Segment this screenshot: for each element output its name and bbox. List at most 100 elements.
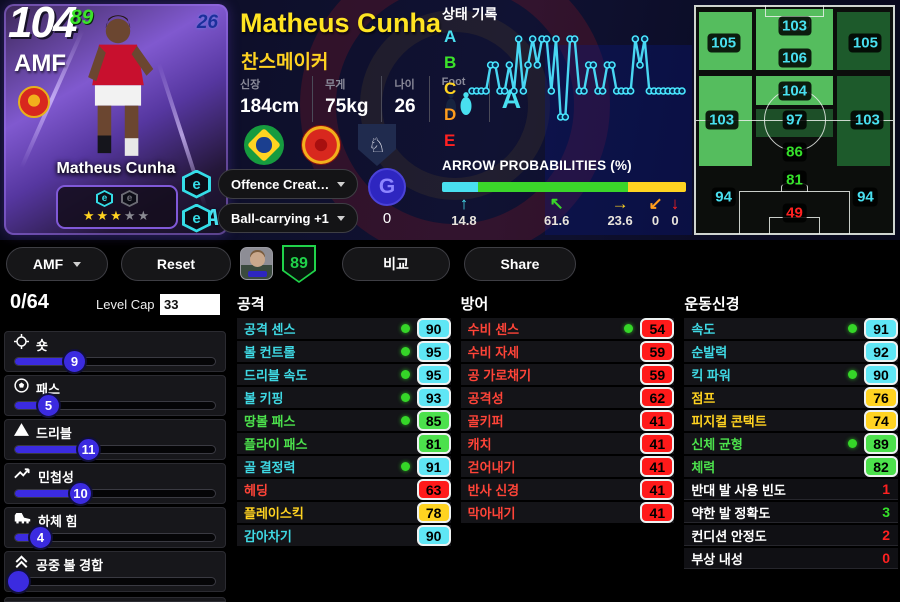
- card-overall-rating: 104: [8, 4, 77, 47]
- stat-row: 체력 82: [684, 456, 898, 477]
- stat-value-badge: 82: [864, 456, 898, 477]
- training-active-dot-icon: [400, 347, 410, 356]
- position-rating-node: 49: [782, 203, 807, 223]
- chevron-down-icon: [73, 261, 82, 267]
- stat-label: 볼 컨트롤: [244, 345, 296, 360]
- training-slider-track-pass[interactable]: 5: [14, 393, 216, 418]
- stat-row: 약한 발 정확도 3: [684, 502, 898, 523]
- training-slider-track-lower-body[interactable]: 4: [14, 525, 216, 550]
- coach-avatar[interactable]: [240, 247, 273, 280]
- training-slider-knob-aerial[interactable]: [6, 569, 31, 594]
- stat-row: 공격 센스 90: [237, 318, 451, 339]
- position-rating-node: 94: [711, 187, 736, 207]
- condition-level-A: A: [444, 27, 457, 46]
- player-card: 104 89 26 AMF Matheus Cunha e e ★★★★★ A: [4, 4, 228, 235]
- chevrons-up-icon: [14, 554, 29, 574]
- stat-row: 플라이 패스 81: [237, 433, 451, 454]
- training-slider-header: 민첩성: [14, 468, 216, 485]
- arrow-bar-segment-2: [628, 182, 686, 192]
- arrow-probability-item-3: ↙ 0: [648, 195, 662, 229]
- stat-value-badge: 62: [640, 387, 675, 408]
- stat-row: 수비 자세 59: [460, 341, 675, 362]
- card-player-name: Matheus Cunha: [56, 160, 176, 177]
- stat-value: 3: [882, 504, 890, 520]
- reset-button[interactable]: Reset: [121, 247, 231, 281]
- position-rating-node: 103: [705, 110, 739, 130]
- training-active-dot-icon: [400, 416, 410, 425]
- efootball-hex-icon: e: [182, 203, 211, 233]
- card-plaque: e e ★★★★★: [56, 185, 178, 229]
- stat-column-title: 방어: [460, 296, 489, 313]
- chevron-down-icon: [337, 181, 346, 187]
- training-slider-track-aerial[interactable]: [6, 569, 216, 594]
- stat-label: 신체 균형: [691, 437, 743, 452]
- compare-button[interactable]: 비교: [342, 247, 450, 281]
- stat-label: 공 가로채기: [467, 368, 532, 383]
- stat-value-badge: 93: [416, 387, 451, 408]
- condition-level-B: B: [444, 53, 457, 72]
- arrow-probability-item-2: → 23.6: [607, 195, 632, 229]
- nationality-club-league-row: ♘: [244, 124, 396, 166]
- card-skill-icon: e: [96, 190, 113, 207]
- stat-label: 플레이스킥: [244, 506, 304, 521]
- level-cap-input[interactable]: [160, 294, 220, 315]
- training-active-dot-icon: [624, 324, 634, 333]
- stat-value-badge: 89: [864, 433, 898, 454]
- position-rating-node: 105: [848, 33, 882, 53]
- stat-value-badge: 41: [640, 502, 675, 523]
- stat-label: 캐치: [467, 437, 492, 452]
- training-slider-header: 공중 볼 경합: [14, 554, 216, 574]
- training-slider-track-agility[interactable]: 10: [14, 481, 216, 506]
- training-sliders: 숏 9 패스 5 드리블 11 민첩성 10 하체 힘 4 공중 볼 경합: [4, 331, 226, 595]
- stat-label: 약한 발 정확도: [691, 505, 771, 521]
- training-slider-knob-lower-body[interactable]: 4: [28, 525, 53, 550]
- card-skill-icon-inactive: e: [121, 190, 138, 207]
- ball-icon: [14, 378, 29, 398]
- arrow-probability-item-4: ↓ 0: [671, 195, 680, 229]
- condition-level-C: C: [444, 79, 457, 98]
- training-slider-knob-pass[interactable]: 5: [36, 393, 61, 418]
- condition-arrow-icon: ↑: [459, 194, 469, 213]
- training-slider-track-shot[interactable]: 9: [14, 349, 216, 374]
- skill-dropdown-offence-creator[interactable]: Offence Creat…: [218, 169, 359, 199]
- stat-row: 피지컬 콘택트 74: [684, 410, 898, 431]
- stat-column-2: 운동신경 속도 91 순발력 92 킥 파워 90 점프 76 피지컬 콘택트 74 신체 균형 89 체…: [684, 294, 898, 571]
- height-info: 신장 184cm: [240, 76, 314, 122]
- training-slider-knob-dribble[interactable]: 11: [76, 437, 101, 462]
- position-rating-node: 97: [782, 110, 807, 130]
- stat-column-1: 방어 수비 센스 54 수비 자세 59 공 가로채기 59 공격성 62 골키퍼 41 캐치 41 걷어…: [460, 294, 675, 525]
- stat-column-0: 공격 공격 센스 90 볼 컨트롤 95 드리블 속도 95 볼 키핑 93 땅볼 패스 85 플라이…: [237, 294, 451, 548]
- training-slider-agility: 민첩성 10: [4, 463, 226, 506]
- position-rating-node: 106: [777, 48, 812, 68]
- stat-value-badge: 91: [864, 318, 898, 339]
- chevron-down-icon: [336, 215, 345, 221]
- training-slider-knob-shot[interactable]: 9: [62, 349, 87, 374]
- stat-value-badge: 74: [864, 410, 898, 431]
- stat-label: 땅볼 패스: [244, 414, 296, 429]
- stat-label: 점프: [691, 391, 716, 406]
- skill-dropdown-ball-carrying[interactable]: Ball-carrying +1: [218, 203, 358, 233]
- arrow-bar-segment-1: [478, 182, 629, 192]
- share-button[interactable]: Share: [464, 247, 576, 281]
- training-slider-track-dribble[interactable]: 11: [14, 437, 216, 462]
- training-slider-label: 패스: [36, 381, 60, 397]
- skill-slot-2: e Ball-carrying +1: [182, 203, 358, 233]
- condition-arrow-icon: ↓: [670, 194, 680, 213]
- condition-line-chart: [466, 26, 688, 161]
- stat-value: 1: [882, 481, 890, 497]
- stat-label: 걷어내기: [467, 460, 516, 475]
- next-slider-panel-partial: [4, 597, 226, 602]
- training-slider-fill: [15, 490, 81, 497]
- stat-value-badge: 76: [864, 387, 898, 408]
- position-ratings: 103 105 105 106 104 103 97 103 86 81 94 94 49: [696, 7, 893, 233]
- stat-label: 헤딩: [244, 483, 268, 498]
- arrow-probabilities-panel: ARROW PROBABILITIES (%) ↑ 14.8 ↖ 61.6 → 23.6 ↙…: [442, 158, 692, 234]
- stat-value-badge: 90: [864, 364, 898, 385]
- position-dropdown[interactable]: AMF: [6, 247, 108, 281]
- training-slider-knob-agility[interactable]: 10: [68, 481, 93, 506]
- training-active-dot-icon: [400, 393, 410, 402]
- training-slider-dribble: 드리블 11: [4, 419, 226, 462]
- stat-label: 반사 신경: [467, 483, 520, 498]
